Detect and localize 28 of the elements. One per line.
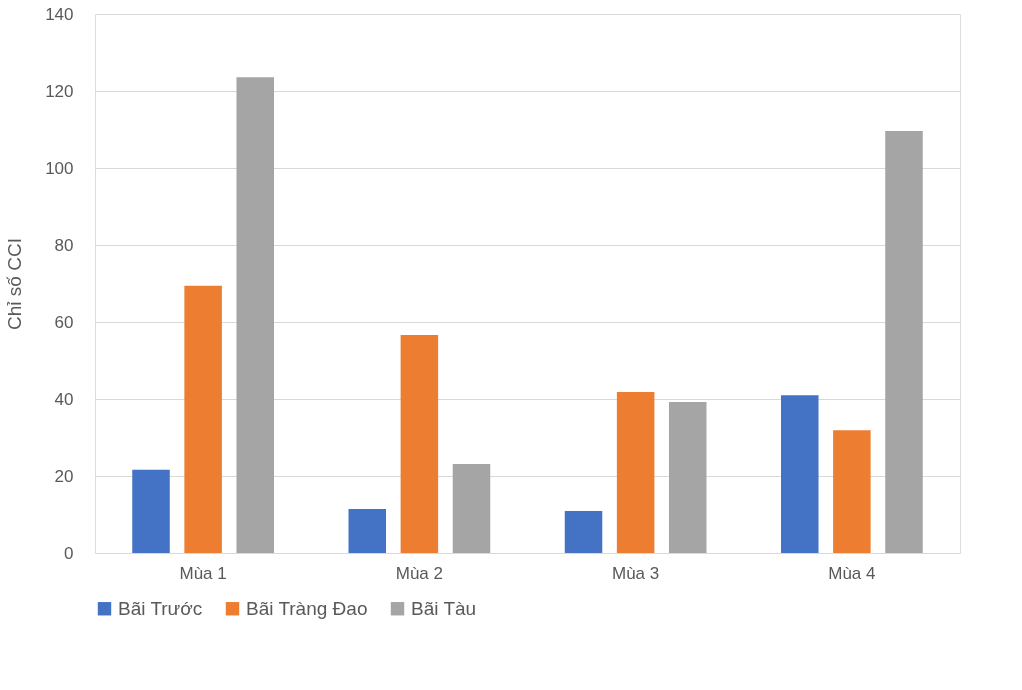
bar — [668, 402, 707, 553]
bar — [885, 131, 923, 553]
bar — [400, 335, 439, 553]
y-tick-label: 60 — [54, 312, 74, 332]
y-tick-label: 100 — [45, 158, 74, 178]
y-axis-title: Chỉ số CCI — [4, 238, 26, 330]
y-tick-label: 80 — [54, 235, 74, 255]
bar — [236, 77, 274, 553]
y-tick-label: 0 — [64, 543, 74, 563]
y-tick-label: 120 — [45, 81, 74, 101]
bar — [452, 464, 491, 553]
legend-label: Bãi Trước — [118, 597, 203, 619]
y-tick-label: 40 — [54, 389, 74, 409]
bar — [132, 469, 170, 553]
bar — [348, 509, 387, 553]
bar — [616, 392, 655, 553]
x-tick-label: Mùa 4 — [828, 563, 876, 583]
x-tick-label: Mùa 2 — [395, 563, 443, 583]
bar — [833, 430, 871, 553]
bar — [564, 511, 603, 553]
x-tick-label: Mùa 1 — [179, 563, 227, 583]
y-tick-label: 140 — [45, 4, 74, 24]
bar — [781, 395, 819, 553]
legend-label: Bãi Tràng Đao — [246, 597, 368, 619]
y-tick-label: 20 — [54, 466, 74, 486]
legend-label: Bãi Tàu — [411, 597, 477, 619]
bar — [184, 285, 222, 553]
x-tick-label: Mùa 3 — [612, 563, 660, 583]
